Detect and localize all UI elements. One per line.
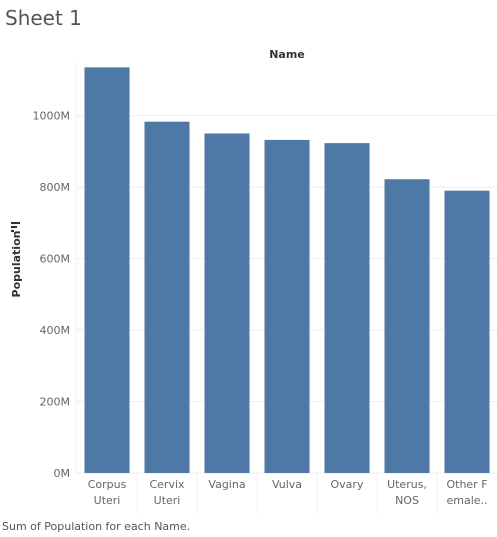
x-category-label[interactable]: Corpus: [88, 478, 127, 491]
x-category-label[interactable]: Other F: [446, 478, 487, 491]
column-header[interactable]: Name: [269, 48, 305, 61]
x-category-label[interactable]: NOS: [395, 494, 419, 507]
x-category-label[interactable]: Cervix: [149, 478, 185, 491]
bar[interactable]: [144, 121, 190, 473]
bar[interactable]: [84, 67, 130, 473]
x-axis-categories: Corpus Uteri Cervix Uteri Vagina Vulva Ovary Ut…: [88, 473, 488, 513]
y-tick-label: 600M: [40, 253, 71, 266]
bar[interactable]: [384, 179, 430, 473]
x-category-label[interactable]: Uterus,: [387, 478, 427, 491]
y-axis-ticks: 0M 200M 400M 600M 800M 1000M: [33, 110, 71, 480]
y-tick-label: 200M: [40, 396, 71, 409]
y-tick-label: 800M: [40, 181, 71, 194]
y-axis-title[interactable]: Population: [10, 231, 23, 298]
bar[interactable]: [324, 143, 370, 474]
sort-descending-icon[interactable]: [11, 222, 20, 232]
x-category-label[interactable]: Uteri: [94, 494, 121, 507]
chart-caption: Sum of Population for each Name.: [2, 520, 191, 533]
y-tick-label: 0M: [54, 467, 71, 480]
bars: [84, 67, 490, 474]
y-tick-label: 1000M: [33, 110, 71, 123]
x-category-label[interactable]: Vulva: [272, 478, 302, 491]
x-category-label[interactable]: Uteri: [154, 494, 181, 507]
bar[interactable]: [444, 190, 490, 473]
sheet-title: Sheet 1: [5, 6, 82, 30]
x-category-label[interactable]: emale..: [446, 494, 487, 507]
bar-chart: 0M 200M 400M 600M 800M 1000M Corpus Uteri Cervi…: [10, 48, 497, 513]
bar[interactable]: [264, 139, 310, 473]
bar[interactable]: [204, 133, 250, 473]
x-category-label[interactable]: Ovary: [331, 478, 364, 491]
y-tick-label: 400M: [40, 324, 71, 337]
x-category-label[interactable]: Vagina: [208, 478, 245, 491]
